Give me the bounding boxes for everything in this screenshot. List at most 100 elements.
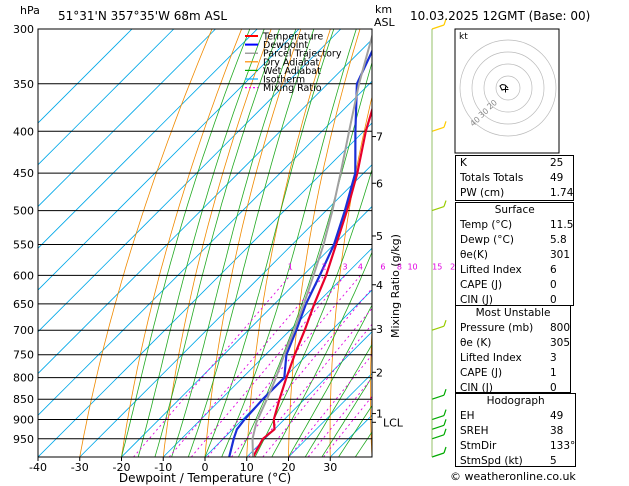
legend-entry: Temperature xyxy=(262,32,323,43)
wind-barb xyxy=(431,126,445,132)
wind-barb-flag xyxy=(443,200,447,207)
pressure-tick-label: 650 xyxy=(13,298,34,311)
pressure-tick-label: 700 xyxy=(13,324,34,337)
isotherm-line xyxy=(38,29,300,291)
dry-adiabat-line xyxy=(121,29,243,457)
surface-title: Surface xyxy=(494,204,535,216)
hodograph-ring xyxy=(459,39,557,137)
wind-barb xyxy=(431,325,445,331)
hodo-row: StmDir 133° xyxy=(460,440,576,452)
most-unstable-panel: Most Unstable Pressure (mb) 800 θe (K) 305… xyxy=(455,305,572,394)
wet-adiabat-line xyxy=(154,29,280,457)
mixing-ratio-label: 3 xyxy=(343,262,348,271)
mixing-ratio-label: 15 xyxy=(432,262,442,271)
hodograph-panel: Hodograph EH 49 SREH 38 StmDir 133° StmSpd … xyxy=(455,393,577,467)
wet-adiabat-line xyxy=(238,61,372,457)
station-info: 51°31'N 357°35'W 68m ASL xyxy=(58,9,227,23)
x-tick-label: -20 xyxy=(113,461,131,474)
wet-adiabat-line xyxy=(338,404,372,457)
wet-adiabat-line xyxy=(171,29,297,457)
copyright-footer[interactable]: © weatheronline.co.uk xyxy=(450,470,576,483)
wet-adiabat-line xyxy=(288,304,372,457)
indices-panel: K 25 Totals Totals 49 PW (cm) 1.74 xyxy=(455,155,575,201)
x-tick-label: 30 xyxy=(323,461,337,474)
datetime: 10.03.2025 12GMT (Base: 00) xyxy=(410,9,590,23)
wet-adiabat-line xyxy=(254,168,372,457)
km-tick-label: 1 xyxy=(376,408,383,421)
pressure-gridlines xyxy=(38,28,372,440)
wind-barb-flag xyxy=(443,409,447,416)
isotherm-line xyxy=(38,122,372,457)
surface-row: Temp (°C) 11.5 xyxy=(460,219,574,231)
wind-barb xyxy=(431,414,445,421)
pressure-tick-label: 850 xyxy=(13,393,34,406)
x-tick-label: -30 xyxy=(71,461,89,474)
hodo-row: SREH 38 xyxy=(460,425,564,437)
isotherm-line xyxy=(38,29,133,124)
wet-adiabat-line xyxy=(204,29,335,457)
km-tick-label: 6 xyxy=(376,177,383,190)
mixing-ratio-line xyxy=(323,395,372,457)
km-tick-label: 7 xyxy=(376,131,383,144)
pressure-tick-label: 950 xyxy=(13,433,34,446)
hodograph-frame xyxy=(454,28,560,154)
wind-barb xyxy=(431,452,445,458)
wind-barb xyxy=(431,206,445,212)
wet-adiabat-line xyxy=(304,343,372,457)
mixing-ratio-label: 2 xyxy=(322,262,327,271)
index-row-tt: Totals Totals 49 xyxy=(460,172,564,184)
x-tick-label: -40 xyxy=(29,461,47,474)
dry-adiabat-line xyxy=(588,5,622,458)
mu-row: CIN (J) 0 xyxy=(460,382,557,394)
mixing-ratio-label: 1 xyxy=(288,262,293,271)
km-tick-label: 2 xyxy=(376,366,383,379)
mixing-ratio-line xyxy=(207,275,361,457)
mixing-ratio-line xyxy=(231,287,372,457)
mixing-ratio-axis-title: Mixing Ratio (g/kg) xyxy=(389,234,402,338)
index-row-pw: PW (cm) 1.74 xyxy=(460,187,574,199)
hodograph-unit: kt xyxy=(459,32,468,42)
pressure-tick-label: 500 xyxy=(13,205,34,218)
pressure-tick-label: 300 xyxy=(13,23,34,36)
curve-parcel-trajectory xyxy=(251,32,372,457)
wind-barb-flag xyxy=(443,419,447,426)
hodo-row: EH 49 xyxy=(460,410,564,422)
wind-barb-flag xyxy=(443,428,447,435)
legend-entry: Dry Adiabat xyxy=(263,57,320,68)
x-tick-label: 10 xyxy=(240,461,254,474)
hodograph-ring xyxy=(495,75,521,101)
hodograph-title: Hodograph xyxy=(486,395,545,407)
hodograph-trace xyxy=(499,83,509,91)
wind-barb-flag xyxy=(443,121,447,128)
dry-adiabat-line xyxy=(621,5,629,458)
legend-entry: Parcel Trajectory xyxy=(263,49,342,60)
hpa-label: hPa xyxy=(20,4,40,17)
surface-row: Lifted Index 6 xyxy=(460,264,557,276)
hodograph-ring xyxy=(471,51,545,125)
wind-profile xyxy=(431,18,447,458)
wind-barb-flag xyxy=(443,320,447,327)
pressure-tick-label: 800 xyxy=(13,372,34,385)
wind-barb-flag xyxy=(443,446,447,454)
isotherm-line xyxy=(288,372,372,457)
mixing-ratio-label: 4 xyxy=(358,262,363,271)
mixing-ratio-label: 8 xyxy=(397,262,402,271)
isotherm-line xyxy=(38,38,372,375)
wind-barb-flag xyxy=(443,18,447,26)
wind-barb xyxy=(431,424,445,430)
mixing-ratio-line xyxy=(133,275,291,457)
wind-barb-flag xyxy=(443,389,447,396)
isotherm-line xyxy=(38,29,175,166)
mu-row: CAPE (J) 1 xyxy=(460,367,557,379)
km-tick-label: LCL xyxy=(383,416,404,429)
legend-entry: Mixing Ratio xyxy=(263,83,322,94)
x-tick-label: 20 xyxy=(282,461,296,474)
km-label: km xyxy=(375,3,392,16)
hodo-row: StmSpd (kt) 5 xyxy=(460,455,557,467)
index-row-k: K 25 xyxy=(460,157,564,169)
profile-curves xyxy=(228,32,372,457)
x-tick-label: -10 xyxy=(154,461,172,474)
